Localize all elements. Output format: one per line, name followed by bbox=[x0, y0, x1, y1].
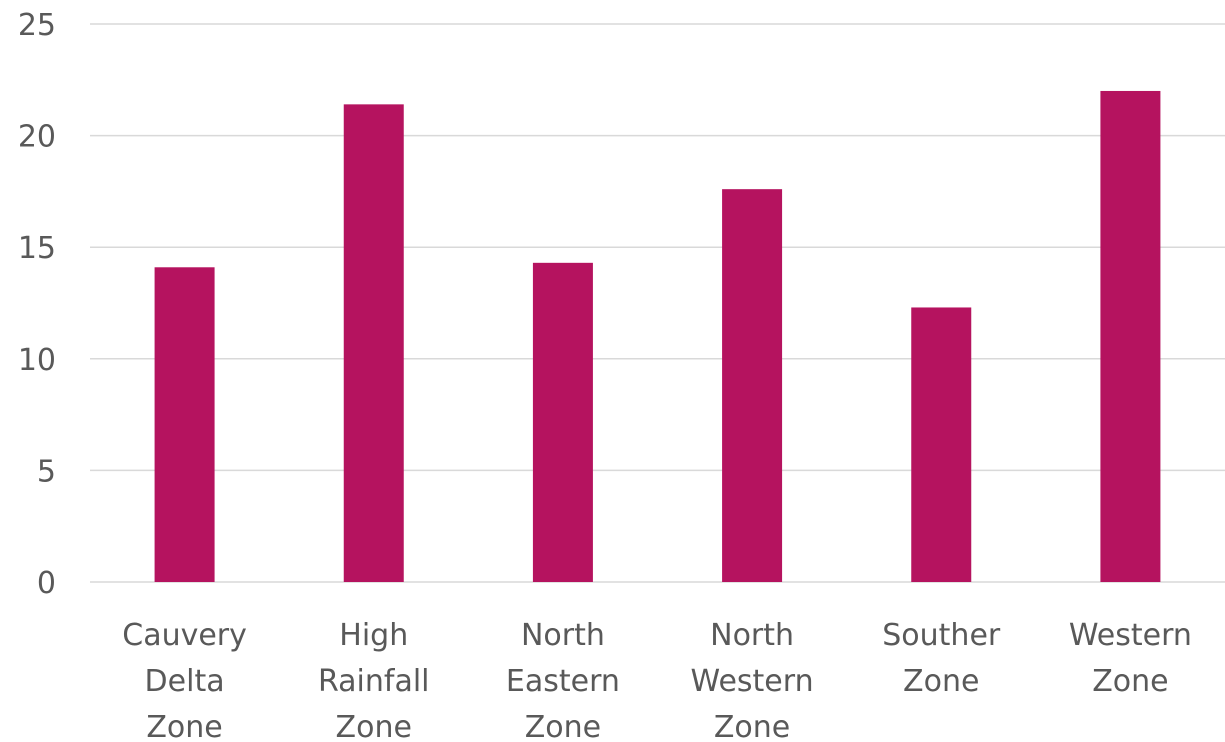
x-category-label: Western Zone bbox=[1069, 618, 1192, 699]
x-category-label-line: Zone bbox=[714, 710, 790, 738]
x-category-label-line: Souther bbox=[882, 618, 1001, 653]
bar bbox=[154, 267, 215, 582]
y-tick-label: 20 bbox=[18, 120, 56, 155]
bars bbox=[154, 90, 1161, 583]
y-tick-label: 15 bbox=[18, 231, 56, 266]
bar bbox=[343, 104, 404, 583]
y-axis-ticks: 0 5 10 15 20 25 bbox=[18, 8, 56, 601]
bar bbox=[911, 307, 972, 582]
y-tick-label: 0 bbox=[37, 566, 56, 601]
x-category-label-line: Zone bbox=[336, 710, 412, 738]
y-tick-label: 25 bbox=[18, 8, 56, 43]
x-category-label: North Eastern Zone bbox=[506, 618, 620, 738]
x-category-label-line: Eastern bbox=[506, 664, 620, 699]
x-category-label: Souther Zone bbox=[882, 618, 1001, 699]
x-category-label-line: Zone bbox=[146, 710, 222, 738]
bar bbox=[532, 262, 593, 582]
y-tick-label: 10 bbox=[18, 343, 56, 378]
x-category-label-line: Zone bbox=[525, 710, 601, 738]
x-category-label-line: High bbox=[339, 618, 408, 653]
x-category-label-line: Western bbox=[1069, 618, 1192, 653]
bar bbox=[722, 189, 783, 582]
x-category-label-line: Zone bbox=[903, 664, 979, 699]
x-category-label: North Western Zone bbox=[691, 618, 814, 738]
x-category-label-line: Cauvery bbox=[122, 618, 247, 653]
y-tick-label: 5 bbox=[37, 454, 56, 489]
x-category-label: Cauvery Delta Zone bbox=[122, 618, 247, 738]
gridlines bbox=[90, 23, 1225, 583]
x-category-label-line: North bbox=[521, 618, 605, 653]
x-axis-labels: Cauvery Delta Zone High Rainfall Zone North Eas… bbox=[122, 618, 1192, 742]
x-category-label-line: North bbox=[710, 618, 794, 653]
x-category-label: High Rainfall Zone bbox=[318, 618, 430, 738]
x-category-label-line: Delta bbox=[145, 664, 225, 699]
x-category-label-line: Rainfall bbox=[318, 664, 430, 699]
bar bbox=[1100, 90, 1161, 583]
x-category-label-line: Zone bbox=[1092, 664, 1168, 699]
x-category-label-line: Western bbox=[691, 664, 814, 699]
